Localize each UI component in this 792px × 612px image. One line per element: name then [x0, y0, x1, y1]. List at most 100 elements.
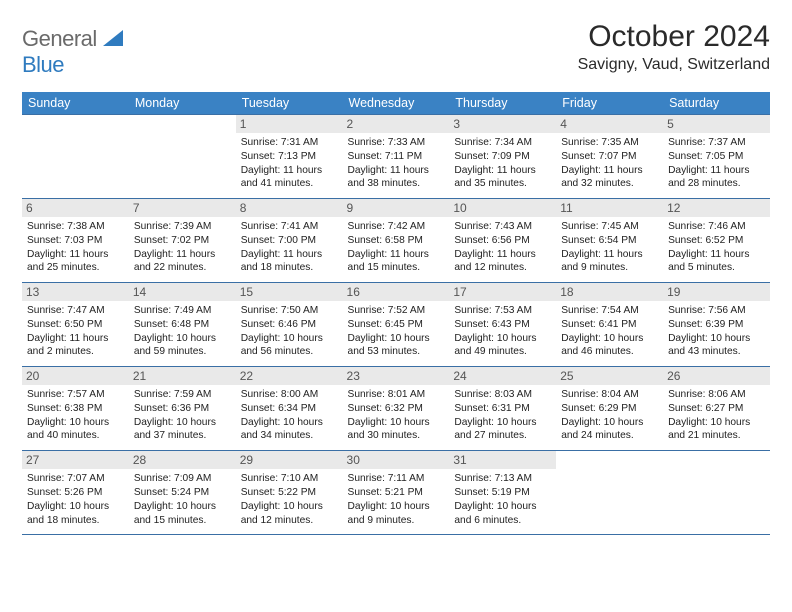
day-number: 12	[663, 199, 770, 217]
sunrise-text: Sunrise: 7:35 AM	[561, 136, 658, 150]
calendar-day-cell: 6Sunrise: 7:38 AMSunset: 7:03 PMDaylight…	[22, 199, 129, 283]
day-number: 16	[343, 283, 450, 301]
sunset-text: Sunset: 6:45 PM	[348, 318, 445, 332]
sunrise-text: Sunrise: 8:01 AM	[348, 388, 445, 402]
day-info: Sunrise: 7:57 AMSunset: 6:38 PMDaylight:…	[27, 388, 124, 443]
calendar-day-cell: 24Sunrise: 8:03 AMSunset: 6:31 PMDayligh…	[449, 367, 556, 451]
daylight-text: Daylight: 11 hours and 9 minutes.	[561, 248, 658, 276]
sunset-text: Sunset: 6:31 PM	[454, 402, 551, 416]
day-number: 7	[129, 199, 236, 217]
dow-sun: Sunday	[22, 92, 129, 115]
sunset-text: Sunset: 5:22 PM	[241, 486, 338, 500]
calendar-day-cell	[129, 115, 236, 199]
day-info: Sunrise: 7:33 AMSunset: 7:11 PMDaylight:…	[348, 136, 445, 191]
location-text: Savigny, Vaud, Switzerland	[578, 56, 770, 74]
day-number: 22	[236, 367, 343, 385]
daylight-text: Daylight: 11 hours and 5 minutes.	[668, 248, 765, 276]
daylight-text: Daylight: 10 hours and 43 minutes.	[668, 332, 765, 360]
sunrise-text: Sunrise: 8:04 AM	[561, 388, 658, 402]
daylight-text: Daylight: 11 hours and 35 minutes.	[454, 164, 551, 192]
day-info: Sunrise: 7:34 AMSunset: 7:09 PMDaylight:…	[454, 136, 551, 191]
daylight-text: Daylight: 10 hours and 59 minutes.	[134, 332, 231, 360]
day-info: Sunrise: 7:11 AMSunset: 5:21 PMDaylight:…	[348, 472, 445, 527]
calendar-day-cell	[663, 451, 770, 535]
day-info: Sunrise: 7:47 AMSunset: 6:50 PMDaylight:…	[27, 304, 124, 359]
daylight-text: Daylight: 10 hours and 34 minutes.	[241, 416, 338, 444]
sunrise-text: Sunrise: 7:37 AM	[668, 136, 765, 150]
calendar-week: 1 Sunrise: 7:31 AMSunset: 7:13 PMDaylight…	[22, 115, 770, 199]
day-number: 20	[22, 367, 129, 385]
daylight-text: Daylight: 10 hours and 53 minutes.	[348, 332, 445, 360]
calendar-day-cell: 12 Sunrise: 7:46 AMSunset: 6:52 PMDayligh…	[663, 199, 770, 283]
sunset-text: Sunset: 7:00 PM	[241, 234, 338, 248]
day-info: Sunrise: 7:39 AMSunset: 7:02 PMDaylight:…	[134, 220, 231, 275]
sunset-text: Sunset: 6:52 PM	[668, 234, 765, 248]
dow-thu: Thursday	[449, 92, 556, 115]
calendar-day-cell: 27 Sunrise: 7:07 AMSunset: 5:26 PMDayligh…	[22, 451, 129, 535]
dow-mon: Monday	[129, 92, 236, 115]
day-number: 27	[22, 451, 129, 469]
logo: General Blue	[22, 20, 123, 78]
day-info: Sunrise: 7:35 AMSunset: 7:07 PMDaylight:…	[561, 136, 658, 191]
day-info: Sunrise: 7:56 AMSunset: 6:39 PMDaylight:…	[668, 304, 765, 359]
day-info: Sunrise: 7:59 AMSunset: 6:36 PMDaylight:…	[134, 388, 231, 443]
sunset-text: Sunset: 6:58 PM	[348, 234, 445, 248]
day-number: 14	[129, 283, 236, 301]
daylight-text: Daylight: 10 hours and 56 minutes.	[241, 332, 338, 360]
sunset-text: Sunset: 6:41 PM	[561, 318, 658, 332]
daylight-text: Daylight: 10 hours and 6 minutes.	[454, 500, 551, 528]
sunrise-text: Sunrise: 7:31 AM	[241, 136, 338, 150]
sunrise-text: Sunrise: 7:38 AM	[27, 220, 124, 234]
sunset-text: Sunset: 7:03 PM	[27, 234, 124, 248]
day-info: Sunrise: 8:01 AMSunset: 6:32 PMDaylight:…	[348, 388, 445, 443]
day-number: 2	[343, 115, 450, 133]
sunrise-text: Sunrise: 7:11 AM	[348, 472, 445, 486]
day-number: 13	[22, 283, 129, 301]
day-info: Sunrise: 7:52 AMSunset: 6:45 PMDaylight:…	[348, 304, 445, 359]
sunrise-text: Sunrise: 7:52 AM	[348, 304, 445, 318]
day-info: Sunrise: 7:41 AMSunset: 7:00 PMDaylight:…	[241, 220, 338, 275]
header: General Blue October 2024 Savigny, Vaud,…	[22, 20, 770, 78]
calendar-day-cell: 17Sunrise: 7:53 AMSunset: 6:43 PMDayligh…	[449, 283, 556, 367]
calendar-day-cell: 18 Sunrise: 7:54 AMSunset: 6:41 PMDayligh…	[556, 283, 663, 367]
daylight-text: Daylight: 11 hours and 22 minutes.	[134, 248, 231, 276]
day-number: 23	[343, 367, 450, 385]
sunrise-text: Sunrise: 7:13 AM	[454, 472, 551, 486]
day-number: 8	[236, 199, 343, 217]
sunset-text: Sunset: 6:36 PM	[134, 402, 231, 416]
day-number: 18	[556, 283, 663, 301]
sunset-text: Sunset: 5:24 PM	[134, 486, 231, 500]
sunset-text: Sunset: 6:43 PM	[454, 318, 551, 332]
dow-tue: Tuesday	[236, 92, 343, 115]
day-number: 19	[663, 283, 770, 301]
day-of-week-row: Sunday Monday Tuesday Wednesday Thursday…	[22, 92, 770, 115]
daylight-text: Daylight: 10 hours and 9 minutes.	[348, 500, 445, 528]
daylight-text: Daylight: 10 hours and 18 minutes.	[27, 500, 124, 528]
sunrise-text: Sunrise: 7:47 AM	[27, 304, 124, 318]
day-info: Sunrise: 7:45 AMSunset: 6:54 PMDaylight:…	[561, 220, 658, 275]
day-number: 11	[556, 199, 663, 217]
day-info: Sunrise: 7:07 AMSunset: 5:26 PMDaylight:…	[27, 472, 124, 527]
sunset-text: Sunset: 7:05 PM	[668, 150, 765, 164]
day-info: Sunrise: 7:31 AMSunset: 7:13 PMDaylight:…	[241, 136, 338, 191]
day-number: 6	[22, 199, 129, 217]
sunrise-text: Sunrise: 7:41 AM	[241, 220, 338, 234]
calendar-day-cell: 8 Sunrise: 7:41 AMSunset: 7:00 PMDaylight…	[236, 199, 343, 283]
sunset-text: Sunset: 5:19 PM	[454, 486, 551, 500]
sunrise-text: Sunrise: 7:59 AM	[134, 388, 231, 402]
dow-sat: Saturday	[663, 92, 770, 115]
calendar-week: 20 Sunrise: 7:57 AMSunset: 6:38 PMDayligh…	[22, 367, 770, 451]
day-number: 24	[449, 367, 556, 385]
calendar-day-cell: 31Sunrise: 7:13 AMSunset: 5:19 PMDayligh…	[449, 451, 556, 535]
calendar-day-cell: 22Sunrise: 8:00 AMSunset: 6:34 PMDayligh…	[236, 367, 343, 451]
day-info: Sunrise: 7:46 AMSunset: 6:52 PMDaylight:…	[668, 220, 765, 275]
calendar-table: Sunday Monday Tuesday Wednesday Thursday…	[22, 92, 770, 535]
day-number: 4	[556, 115, 663, 133]
daylight-text: Daylight: 10 hours and 27 minutes.	[454, 416, 551, 444]
sunrise-text: Sunrise: 8:00 AM	[241, 388, 338, 402]
calendar-day-cell: 9Sunrise: 7:42 AMSunset: 6:58 PMDaylight…	[343, 199, 450, 283]
calendar-day-cell: 29Sunrise: 7:10 AMSunset: 5:22 PMDayligh…	[236, 451, 343, 535]
sunrise-text: Sunrise: 7:57 AM	[27, 388, 124, 402]
day-number: 1	[236, 115, 343, 133]
day-info: Sunrise: 7:54 AMSunset: 6:41 PMDaylight:…	[561, 304, 658, 359]
